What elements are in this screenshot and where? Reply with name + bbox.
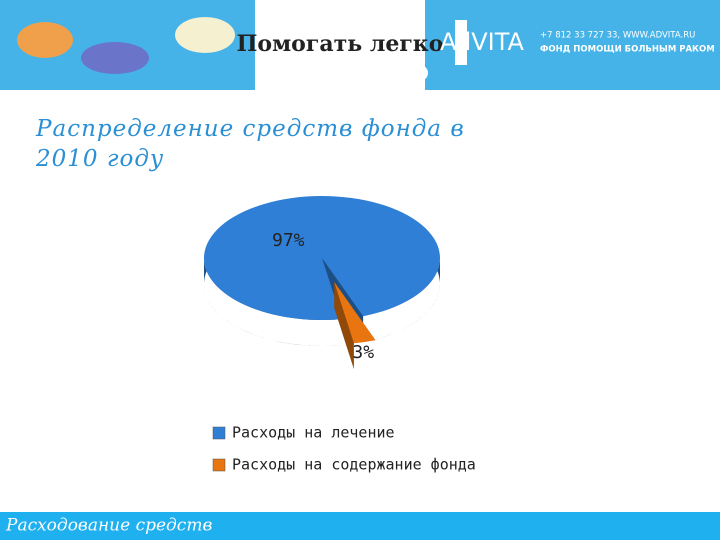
contact: +7 812 33 727 33, WWW.ADVITA.RU	[540, 31, 695, 41]
cartoon-dog	[81, 42, 149, 74]
decor-dot	[412, 65, 428, 81]
footer-bar	[0, 512, 720, 540]
footer-text: Расходование средств	[5, 516, 212, 536]
brand-cross	[455, 20, 467, 65]
legend-label: Расходы на содержание фонда	[232, 456, 476, 474]
logo-panel	[255, 0, 425, 90]
brand: AdVITA	[440, 28, 525, 56]
pie-slice	[203, 195, 440, 320]
logo: Помогать легко	[237, 31, 444, 57]
data-label: 3%	[352, 342, 374, 363]
pie-slice	[334, 281, 376, 344]
chart-title: Распределение средств фонда в 2010 году	[36, 116, 465, 172]
legend-swatch	[212, 458, 226, 472]
legend-label: Расходы на лечение	[232, 424, 395, 442]
legend-swatch	[212, 426, 226, 440]
cartoon-cat	[17, 22, 73, 58]
data-label: 97%	[272, 230, 305, 251]
cartoon-horse	[175, 17, 235, 53]
tagline: ФОНД ПОМОЩИ БОЛЬНЫМ РАКОМ	[540, 45, 715, 55]
